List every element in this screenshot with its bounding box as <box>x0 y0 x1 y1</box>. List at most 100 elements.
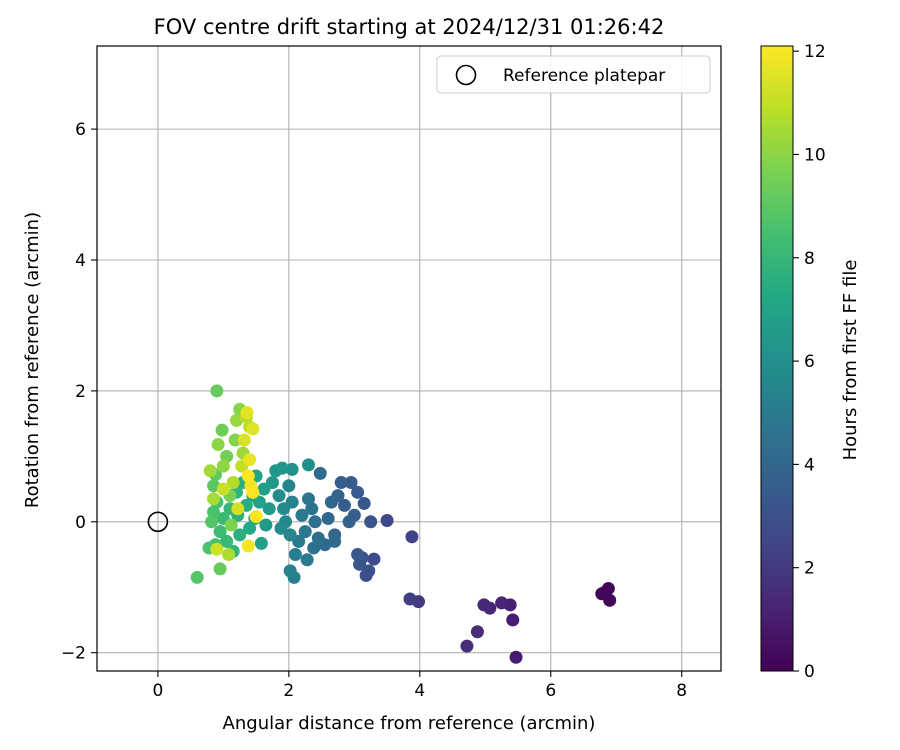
data-point <box>403 592 417 606</box>
data-point <box>254 536 268 550</box>
data-point <box>262 502 276 516</box>
x-tick-label: 8 <box>676 681 687 701</box>
data-point <box>506 613 520 627</box>
data-point <box>351 485 365 499</box>
data-point <box>243 521 257 535</box>
data-point <box>301 492 315 506</box>
data-point <box>353 557 367 571</box>
x-tick-label: 6 <box>545 681 556 701</box>
data-point <box>285 462 299 476</box>
colorbar-tick-label: 2 <box>804 559 815 579</box>
data-point <box>405 530 419 544</box>
x-axis-label: Angular distance from reference (arcmin) <box>223 713 596 734</box>
colorbar-ticks: 0 2 4 6 8 10 12 <box>793 42 826 682</box>
data-point <box>305 502 319 516</box>
data-point <box>205 515 219 529</box>
data-point <box>241 469 255 483</box>
data-point <box>300 553 314 567</box>
data-point <box>597 585 611 599</box>
data-point <box>509 650 523 664</box>
data-point <box>216 459 230 473</box>
y-axis-ticks: −2 0 2 4 6 <box>61 120 97 664</box>
data-point <box>313 466 327 480</box>
data-point <box>237 433 251 447</box>
data-point <box>233 528 247 542</box>
x-tick-label: 0 <box>152 681 163 701</box>
colorbar-gradient <box>761 46 793 671</box>
data-point <box>324 495 338 509</box>
data-point <box>328 534 342 548</box>
data-point <box>357 496 371 510</box>
data-point <box>460 639 474 653</box>
data-point <box>338 498 352 512</box>
y-tick-label: −2 <box>61 644 86 664</box>
data-point <box>477 598 491 612</box>
data-point <box>288 548 302 562</box>
data-point <box>246 422 260 436</box>
data-point <box>220 534 234 548</box>
data-points <box>190 384 617 664</box>
y-tick-label: 6 <box>75 120 86 140</box>
data-point <box>240 405 254 419</box>
x-tick-label: 2 <box>283 681 294 701</box>
data-point <box>229 413 243 427</box>
data-point <box>228 433 242 447</box>
data-point <box>283 564 297 578</box>
y-tick-label: 4 <box>75 251 86 271</box>
legend-marker <box>455 64 477 86</box>
data-point <box>344 476 358 490</box>
colorbar-label: Hours from first FF file <box>840 260 861 461</box>
data-point <box>243 453 257 467</box>
reference-platepar-marker <box>147 511 169 533</box>
data-point <box>190 570 204 584</box>
data-point <box>274 521 288 535</box>
data-point <box>295 508 309 522</box>
data-point <box>282 479 296 493</box>
data-point <box>213 525 227 539</box>
data-point <box>207 492 221 506</box>
data-point <box>364 515 378 529</box>
chart-title: FOV centre drift starting at 2024/12/31 … <box>154 15 665 39</box>
data-point <box>210 384 224 398</box>
data-point <box>308 515 322 529</box>
data-point <box>213 562 227 576</box>
data-point <box>224 518 238 532</box>
data-point <box>495 596 509 610</box>
data-point <box>226 476 240 490</box>
grid-lines <box>97 46 721 671</box>
data-point <box>216 482 230 496</box>
colorbar-tick-label: 4 <box>804 455 815 475</box>
legend-label: Reference platepar <box>503 66 665 86</box>
data-point <box>272 489 286 503</box>
colorbar-frame <box>760 45 794 672</box>
data-point <box>215 423 229 437</box>
data-point <box>210 542 224 556</box>
data-point <box>203 464 217 478</box>
data-point <box>298 525 312 539</box>
data-point <box>470 625 484 639</box>
data-point <box>351 548 365 562</box>
data-point <box>334 476 348 490</box>
data-point <box>220 449 234 463</box>
data-point <box>359 568 373 582</box>
data-point <box>269 464 283 478</box>
y-tick-label: 0 <box>75 513 86 533</box>
data-point <box>367 552 381 566</box>
data-point <box>283 528 297 542</box>
data-point <box>246 485 260 499</box>
plot-frame <box>96 45 722 672</box>
data-point <box>380 513 394 527</box>
data-point <box>277 502 291 516</box>
data-point <box>211 438 225 452</box>
data-point <box>321 512 335 526</box>
data-point <box>257 482 271 496</box>
colorbar-tick-label: 8 <box>804 249 815 269</box>
data-point <box>301 458 315 472</box>
data-point <box>249 510 263 524</box>
data-point <box>342 515 356 529</box>
colorbar-tick-label: 0 <box>804 662 815 682</box>
colorbar: 0 2 4 6 8 10 12 Hours from first FF file <box>760 42 861 682</box>
legend-box <box>436 55 711 94</box>
data-point <box>311 531 325 545</box>
